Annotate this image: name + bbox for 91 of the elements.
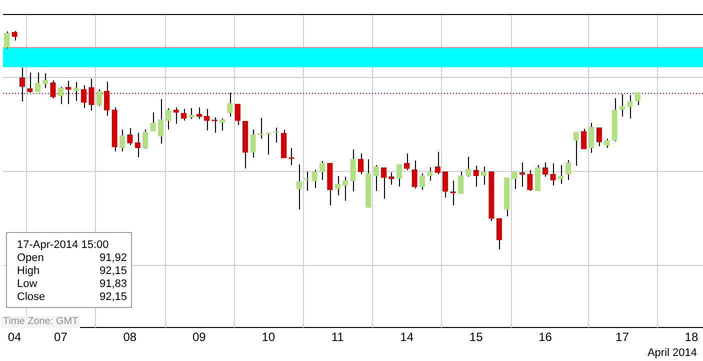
candlestick [288, 147, 294, 166]
candlestick [542, 162, 548, 178]
candlestick [73, 82, 79, 102]
candlestick [558, 164, 564, 184]
candlestick [480, 166, 487, 186]
candlestick [404, 153, 410, 171]
candlestick [466, 156, 472, 178]
text: 92,15 [99, 265, 127, 278]
text: Time Zone: GMT [1, 316, 80, 328]
candlestick [280, 129, 287, 158]
candlestick [512, 171, 518, 190]
x-tick-label: 11 [331, 330, 344, 344]
candlestick [173, 106, 179, 124]
candlestick [380, 167, 387, 200]
candlestick [580, 128, 587, 150]
candlestick [127, 128, 133, 146]
candlestick [12, 30, 18, 41]
candlestick [119, 129, 126, 152]
candlestick [566, 160, 572, 180]
candlestick [473, 165, 479, 188]
candlestick [227, 92, 233, 118]
x-tick-label: 09 [192, 330, 206, 344]
x-tick-label: 10 [262, 330, 276, 344]
candlestick [342, 176, 348, 202]
candlestick [188, 108, 194, 120]
x-tick-label: 17 [616, 330, 630, 344]
candlestick [458, 171, 464, 194]
candlestick [634, 92, 640, 106]
candlestick [204, 108, 210, 131]
candlestick [396, 164, 402, 188]
candlestick [588, 122, 594, 154]
candlestick [4, 30, 10, 49]
candlestick [19, 67, 26, 102]
candlestick [442, 171, 448, 198]
text: April 2014 [647, 347, 697, 359]
candlestick [419, 172, 426, 190]
candlestick [142, 128, 148, 149]
text: High [17, 265, 40, 278]
x-tick-label: 15 [469, 330, 484, 344]
candlestick [266, 132, 272, 156]
candlestick [312, 169, 318, 189]
x-tick-label: 08 [123, 330, 137, 344]
candlestick [627, 94, 633, 119]
candlestick [496, 218, 502, 250]
text: Low [17, 278, 38, 291]
x-tick-label: 14 [400, 330, 414, 344]
candlestick [96, 88, 102, 106]
candlestick [66, 80, 72, 105]
candlestick [334, 176, 340, 196]
candlestick [80, 84, 87, 109]
x-tick-label: 16 [538, 330, 552, 344]
text: Open [17, 252, 44, 265]
candlestick [427, 166, 433, 182]
text: 91,92 [99, 252, 127, 265]
x-tick-label: 04 [8, 330, 22, 344]
candlestick [166, 108, 172, 130]
candlestick [434, 151, 440, 175]
candlestick [550, 162, 556, 186]
annotation: 17-Apr-2014 15:00 [17, 239, 110, 252]
candlestick [573, 132, 579, 166]
candlestick [158, 98, 164, 144]
candlestick [27, 72, 33, 94]
candlestick [42, 72, 48, 89]
candlestick [234, 104, 240, 126]
candlestick [212, 116, 218, 134]
candlestick [104, 81, 110, 116]
candlestick [150, 112, 156, 132]
candlestick [180, 108, 187, 121]
candlestick [604, 138, 610, 148]
text: Close [17, 291, 46, 304]
candlestick [519, 162, 526, 188]
x-tick-label: 18 [684, 330, 698, 344]
candlestick [50, 80, 56, 99]
candlestick [58, 86, 64, 105]
candlestick [527, 170, 533, 192]
text: 92,15 [99, 291, 127, 304]
candlestick [412, 160, 418, 190]
candlestick [596, 127, 602, 147]
candlestick [250, 129, 256, 158]
candlestick [273, 127, 279, 144]
candlestick [34, 72, 40, 92]
candlestick [88, 78, 94, 112]
candlestick [219, 118, 226, 131]
text: 91,83 [99, 278, 127, 291]
candlestick [296, 164, 302, 210]
candlestick [358, 153, 364, 175]
candlestick [196, 106, 202, 120]
candlestick [373, 164, 379, 192]
x-tick-label: 07 [54, 330, 68, 344]
candlestick [350, 149, 356, 192]
candlestick [534, 164, 540, 192]
